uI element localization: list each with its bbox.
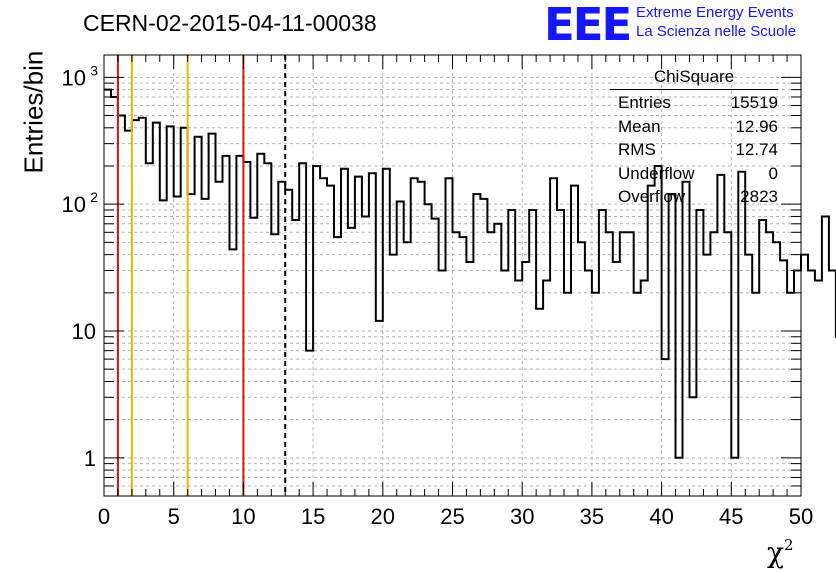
eee-logo: EEE: [544, 0, 632, 51]
y-tick-label: 10: [62, 192, 86, 217]
logo-subtitle-1: Extreme Energy Events: [636, 4, 794, 21]
stats-label: Underflow: [618, 163, 695, 183]
y-tick-label-exponent: 2: [90, 189, 98, 205]
x-axis: 0 5 10 15 20 25 30 35 40 45 50: [98, 55, 813, 529]
x-tick-label: 5: [168, 504, 180, 529]
x-tick-label: 25: [440, 504, 464, 529]
y-tick-label: 1: [84, 446, 96, 471]
stats-row: Underflow 0: [610, 162, 778, 186]
x-tick-label: 40: [649, 504, 673, 529]
stats-value: 0: [768, 163, 778, 183]
stats-title: ChiSquare: [610, 67, 778, 90]
y-axis-label: Entries/bin: [18, 50, 49, 174]
x-tick-label: 45: [719, 504, 743, 529]
grid: [104, 55, 801, 496]
stats-label: Overflow: [618, 187, 686, 206]
stats-row: RMS 12.74: [610, 138, 778, 162]
logo-subtitle-2: La Scienza nelle Scuole: [636, 23, 797, 40]
histogram-outline: [104, 88, 836, 459]
x-axis-label-symbol: χ: [767, 536, 784, 569]
chart-title: CERN-02-2015-04-11-00038: [83, 10, 377, 36]
histogram-series: [104, 88, 836, 459]
y-tick-label-exponent: 3: [90, 62, 98, 78]
stats-value: 2823: [740, 187, 778, 206]
stats-label: Entries: [618, 93, 671, 112]
x-tick-label: 20: [371, 504, 395, 529]
x-tick-label: 30: [510, 504, 534, 529]
x-axis-label: χ2: [767, 536, 794, 569]
stats-row: Entries 15519: [610, 91, 778, 115]
x-tick-label: 15: [301, 504, 325, 529]
x-tick-label: 0: [98, 504, 110, 529]
stats-row: Mean 12.96: [610, 115, 778, 139]
x-tick-label: 35: [580, 504, 604, 529]
stats-value: 12.74: [735, 140, 778, 159]
x-axis-label-exponent: 2: [783, 536, 794, 554]
reference-lines: [116, 55, 287, 496]
x-tick-label: 10: [231, 504, 255, 529]
stats-label: Mean: [618, 116, 661, 136]
stats-value: 12.96: [735, 116, 778, 136]
stats-row: Overflow 2823: [610, 185, 778, 209]
stats-box: ChiSquare Entries 15519 Mean 12.96 RMS 12.7…: [610, 67, 778, 209]
stats-value: 15519: [730, 93, 778, 112]
y-tick-label: 10: [72, 319, 96, 344]
y-tick-label: 10: [62, 65, 86, 90]
x-tick-label: 50: [789, 504, 813, 529]
stats-label: RMS: [618, 140, 656, 159]
